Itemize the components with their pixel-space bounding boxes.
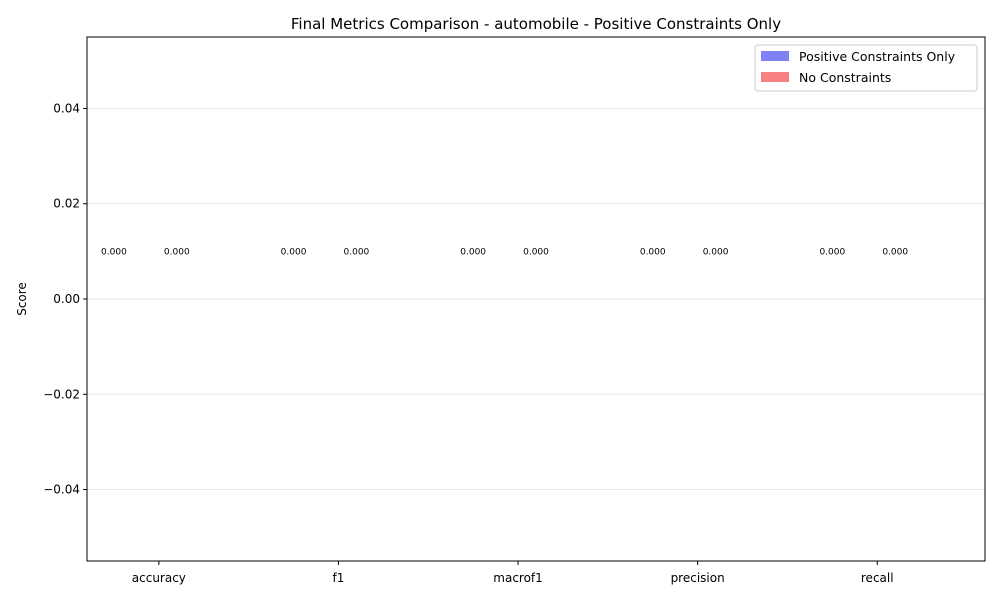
legend[interactable]: Positive Constraints Only No Constraints	[754, 44, 978, 92]
x-tick-label-accuracy: accuracy	[132, 571, 186, 585]
legend-label-no-constraints: No Constraints	[799, 70, 891, 85]
y-tick-label: −0.02	[43, 387, 80, 401]
data-label: 0.000	[882, 247, 908, 257]
data-label: 0.000	[164, 247, 190, 257]
data-labels: 0.000 0.000 0.000 0.000 0.000 0.000 0.000 0.000…	[101, 247, 908, 257]
y-tick-label: −0.04	[43, 483, 80, 497]
x-tick-label-macrof1: macrof1	[493, 571, 543, 585]
x-axis: accuracy f1 macrof1 precision recall	[132, 561, 894, 585]
legend-swatch-no-constraints	[761, 72, 789, 82]
y-axis: −0.04 −0.02 0.00 0.02 0.04	[43, 101, 87, 497]
y-tick-label: 0.04	[53, 101, 80, 115]
data-label: 0.000	[703, 247, 729, 257]
legend-frame	[754, 44, 978, 92]
data-label: 0.000	[344, 247, 370, 257]
data-label: 0.000	[460, 247, 486, 257]
gridlines	[87, 107, 985, 491]
data-label: 0.000	[640, 247, 666, 257]
y-axis-label: Score	[15, 282, 29, 316]
x-tick-label-f1: f1	[333, 571, 345, 585]
data-label: 0.000	[281, 247, 307, 257]
legend-swatch-positive-constraints	[761, 51, 789, 61]
y-tick-label: 0.00	[53, 292, 80, 306]
y-tick-label: 0.02	[53, 197, 80, 211]
chart-title: Final Metrics Comparison - automobile - …	[291, 15, 781, 33]
legend-label-positive-constraints: Positive Constraints Only	[799, 49, 956, 64]
data-label: 0.000	[523, 247, 549, 257]
x-tick-label-recall: recall	[861, 571, 894, 585]
data-label: 0.000	[101, 247, 127, 257]
data-label: 0.000	[819, 247, 845, 257]
x-tick-label-precision: precision	[671, 571, 725, 585]
